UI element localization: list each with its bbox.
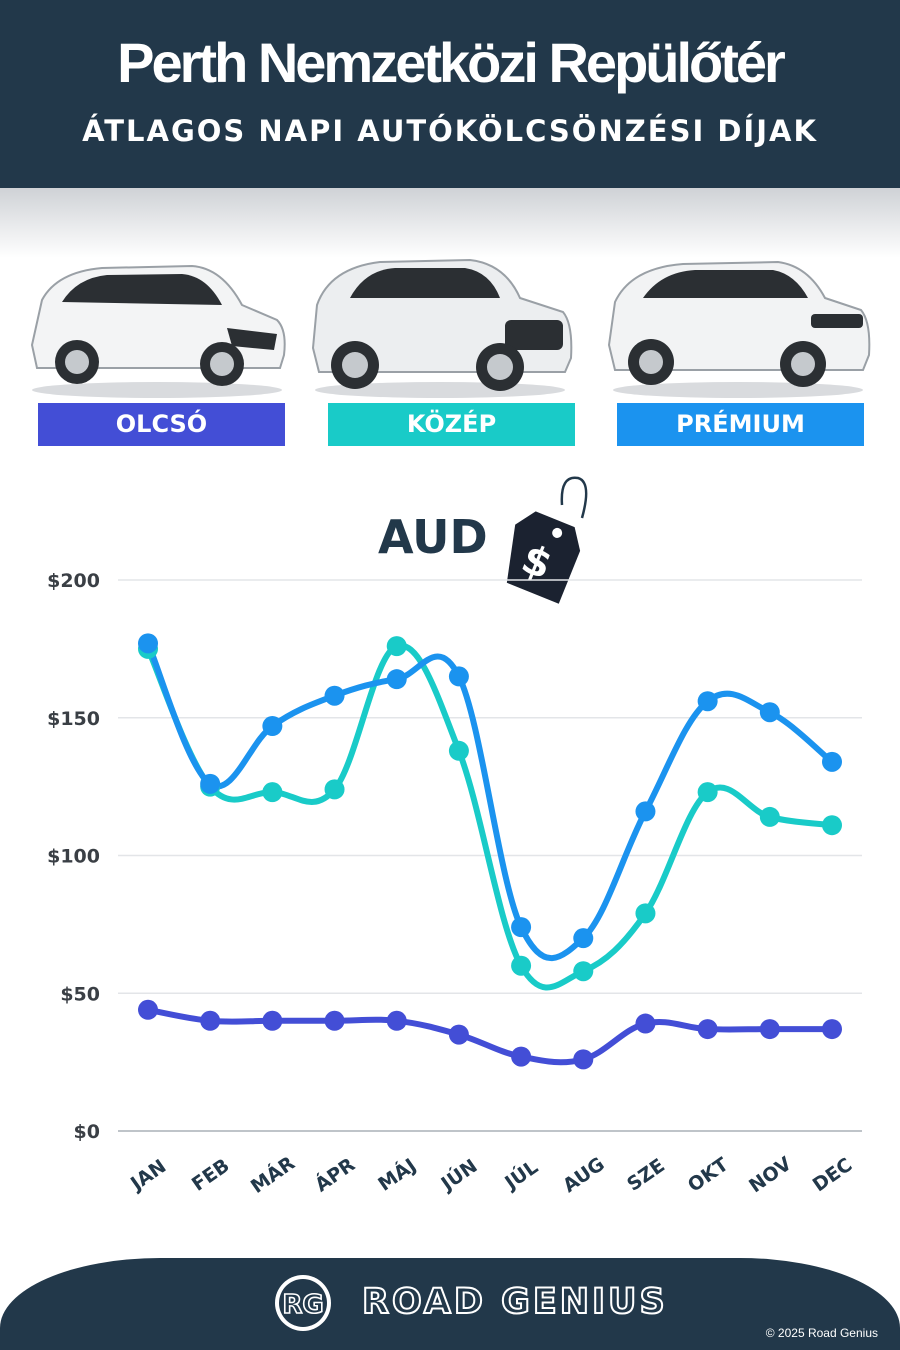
data-point xyxy=(324,1010,345,1031)
data-point xyxy=(697,1019,718,1040)
data-point xyxy=(822,751,842,772)
y-tick-label: $200 xyxy=(47,570,100,592)
data-point xyxy=(759,702,780,723)
y-tick-label: $100 xyxy=(47,846,100,868)
x-tick-label: MÁR xyxy=(246,1151,299,1198)
tier-label-midsize: KÖZÉP xyxy=(328,403,575,446)
x-tick-label: JÚN xyxy=(435,1153,482,1196)
data-point xyxy=(386,669,407,690)
x-tick-label: MÁJ xyxy=(374,1154,421,1196)
data-point xyxy=(511,955,532,976)
series-line-1 xyxy=(145,1006,835,1066)
data-point xyxy=(448,666,469,687)
tier-label-premium: PRÉMIUM xyxy=(617,403,864,446)
tier-label-economy: OLCSÓ xyxy=(38,403,285,446)
page-subtitle: ÁTLAGOS NAPI AUTÓKÖLCSÖNZÉSI DÍJAK xyxy=(82,114,818,148)
x-tick-label: NOV xyxy=(745,1153,796,1198)
data-point xyxy=(262,716,283,737)
data-point xyxy=(511,917,532,938)
header-shadow xyxy=(0,188,900,258)
data-point xyxy=(759,1019,780,1040)
data-point xyxy=(200,1010,221,1031)
data-point xyxy=(262,1010,283,1031)
data-point xyxy=(635,801,656,822)
x-tick-label: OKT xyxy=(684,1153,733,1196)
logo-initials: RG xyxy=(282,1290,323,1320)
data-point xyxy=(822,1019,842,1040)
hatchback-car-image xyxy=(30,264,286,398)
data-point xyxy=(138,633,158,654)
data-point xyxy=(324,685,345,706)
data-point xyxy=(697,782,718,803)
rental-price-line-chart: $0 $50 $100 $150 $200 JAN FEB MÁR ÁPR MÁJ JÚN JÚL AU… xyxy=(47,570,862,1198)
footer-bar xyxy=(0,1258,900,1350)
data-point xyxy=(200,773,221,794)
data-point xyxy=(262,782,283,803)
x-tick-label: AUG xyxy=(559,1153,609,1197)
brand-name: ROAD GENIUS xyxy=(361,1281,668,1323)
data-point xyxy=(697,691,718,712)
x-tick-label: FEB xyxy=(188,1154,234,1195)
data-point xyxy=(386,1010,407,1031)
series-line-3 xyxy=(145,640,835,962)
currency-label: AUD xyxy=(378,510,488,564)
y-tick-label: $50 xyxy=(60,983,100,1005)
data-point xyxy=(759,806,780,827)
data-point xyxy=(448,1024,469,1045)
x-tick-label: ÁPR xyxy=(311,1153,360,1197)
data-point xyxy=(511,1046,532,1067)
x-tick-label: DEC xyxy=(809,1154,857,1197)
data-point xyxy=(573,961,594,982)
header-banner: Perth Nemzetközi Repülőtér ÁTLAGOS NAPI … xyxy=(0,0,900,188)
data-point xyxy=(635,903,656,924)
data-point xyxy=(573,1049,594,1070)
premium-suv-image xyxy=(607,260,871,398)
data-point xyxy=(386,636,407,657)
y-tick-label: $0 xyxy=(74,1121,100,1143)
data-point xyxy=(573,928,594,949)
x-tick-label: JAN xyxy=(125,1155,170,1196)
page-title: Perth Nemzetközi Repülőtér xyxy=(117,31,786,94)
x-tick-label: SZE xyxy=(623,1154,669,1195)
data-point xyxy=(324,779,345,800)
x-tick-label: JÚL xyxy=(498,1155,542,1196)
data-point xyxy=(635,1013,656,1034)
copyright-text: © 2025 Road Genius xyxy=(765,1326,878,1340)
data-point xyxy=(138,999,158,1020)
suv-car-image xyxy=(311,258,573,398)
road-genius-logo-icon: RG xyxy=(275,1275,331,1331)
data-point xyxy=(822,815,842,836)
y-tick-label: $150 xyxy=(47,708,100,730)
data-point xyxy=(448,740,469,761)
series-line-2 xyxy=(145,642,835,991)
